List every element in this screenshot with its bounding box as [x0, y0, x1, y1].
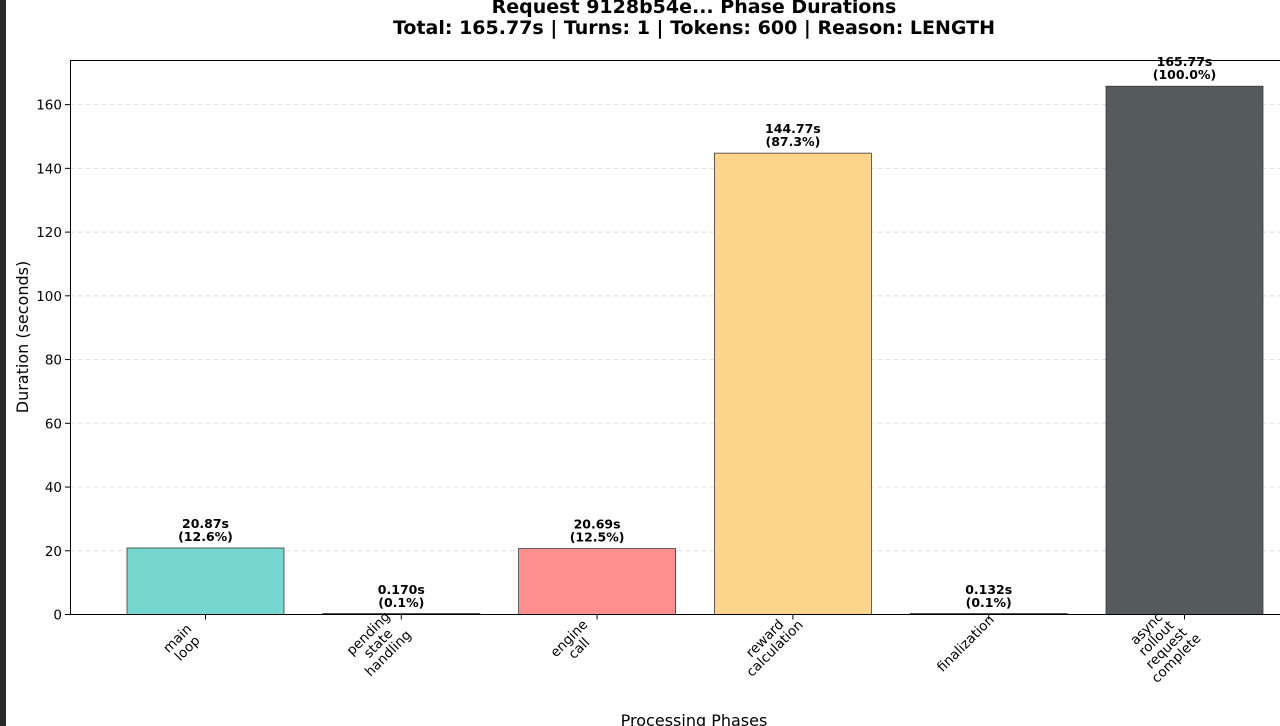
bar-2	[518, 548, 676, 615]
x-tick-label-line: finalization	[934, 612, 998, 676]
y-tick-label: 60	[45, 416, 62, 432]
data-label-percent: (0.1%)	[378, 595, 424, 610]
window-edge	[0, 0, 6, 726]
data-label-value: 165.77s	[1157, 54, 1213, 69]
chart-title: Request 9128b54e... Phase Durations	[492, 0, 897, 18]
y-tick-label: 120	[36, 225, 62, 241]
bar-3	[714, 152, 872, 615]
x-tick-label: rewardcalculation	[734, 607, 807, 680]
y-tick-label: 80	[45, 353, 62, 369]
data-label-percent: (0.1%)	[966, 595, 1012, 610]
data-label-percent: (100.0%)	[1153, 67, 1217, 82]
data-label-value: 0.132s	[965, 582, 1012, 597]
bars	[126, 85, 1264, 615]
x-tick-label: finalization	[934, 612, 998, 676]
chart-subtitle: Total: 165.77s | Turns: 1 | Tokens: 600 …	[393, 17, 995, 39]
x-tick-label: mainloop	[160, 621, 205, 666]
data-label-value: 20.69s	[574, 517, 621, 532]
data-label-percent: (12.6%)	[178, 529, 233, 544]
data-label-value: 20.87s	[182, 516, 229, 531]
data-labels: 20.87s(12.6%)0.170s(0.1%)20.69s(12.5%)14…	[178, 54, 1216, 610]
data-label-percent: (12.5%)	[570, 530, 625, 545]
y-tick-label: 160	[36, 98, 62, 114]
y-tick-label: 20	[45, 544, 62, 560]
y-tick-label: 140	[36, 161, 62, 177]
bar-0	[126, 547, 285, 615]
data-label-percent: (87.3%)	[766, 134, 821, 149]
grid-lines	[70, 104, 1280, 552]
y-tick-label: 0	[53, 608, 62, 624]
x-tick-label: enginecall	[547, 617, 601, 671]
x-tick-label: pendingstatehandling	[342, 607, 415, 680]
y-tick-label: 40	[45, 480, 62, 496]
y-axis-label: Duration (seconds)	[13, 261, 32, 413]
y-ticks: 0 20 40 60 80 100 120 140 160	[36, 98, 70, 624]
axes	[70, 60, 1280, 615]
y-tick-label: 100	[36, 289, 62, 305]
data-label-value: 144.77s	[765, 121, 821, 136]
bar-5	[1105, 85, 1264, 615]
data-label-value: 0.170s	[378, 582, 425, 597]
x-axis-label: Processing Phases	[621, 711, 768, 726]
